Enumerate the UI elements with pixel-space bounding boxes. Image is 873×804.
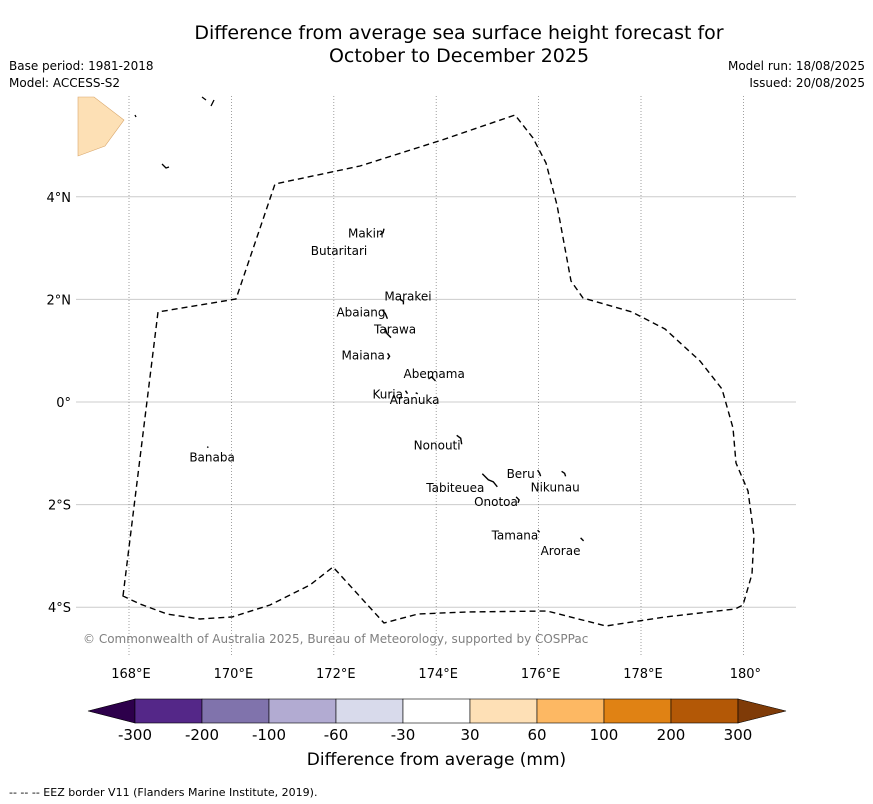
- axis-labels: 4°N 2°N 0° 2°S 4°S 168°E 170°E 172°E 174°E 176°E 1…: [47, 191, 762, 682]
- coast-top-3: [134, 114, 137, 118]
- colorbar-extend-high: [737, 698, 787, 724]
- coastlines: [134, 96, 215, 169]
- island-shape: [515, 496, 520, 504]
- island-label: Maiana: [342, 348, 385, 362]
- issued-date: Issued: 20/08/2025: [749, 76, 865, 90]
- lon-tick-label: 168°E: [111, 667, 151, 682]
- colorbar-tick-label: 300: [724, 726, 753, 744]
- eez-border: [122, 114, 755, 627]
- meta-right: Model run: 18/08/2025 Issued: 20/08/2025: [728, 58, 865, 92]
- colorbar-bin: [402, 698, 471, 724]
- colorbar-bin: [670, 698, 739, 724]
- island-shape: [537, 469, 542, 477]
- island-label: Abaiang: [336, 306, 385, 320]
- island-shape: [379, 228, 385, 236]
- island-shape: [456, 434, 463, 445]
- lon-tick-label: 178°E: [623, 667, 663, 682]
- lat-tick-label: 4°N: [47, 191, 72, 206]
- lat-tick-label: 0°: [56, 396, 71, 411]
- coast-top-4: [161, 163, 170, 169]
- colorbar-bin: [536, 698, 605, 724]
- title-line-2: October to December 2025: [328, 45, 590, 67]
- colorbar-bin: [134, 698, 203, 724]
- colorbar-tick-label: 200: [657, 726, 686, 744]
- lat-tick-label: 2°S: [48, 499, 71, 514]
- island-shape: [206, 446, 209, 449]
- colorbar-label: Difference from average (mm): [306, 750, 567, 770]
- title-line-1: Difference from average sea surface heig…: [194, 22, 724, 44]
- lon-tick-label: 170°E: [214, 667, 254, 682]
- colorbar: -300 -200 -100 -60 -30 30 60 100 200 300: [87, 698, 787, 744]
- lon-tick-label: 176°E: [521, 667, 561, 682]
- island-label: Marakei: [384, 289, 431, 303]
- island-label: Banaba: [189, 451, 235, 465]
- colorbar-extend-low: [87, 698, 136, 724]
- coast-top-2: [210, 99, 215, 107]
- colorbar-bin: [268, 698, 337, 724]
- lat-tick-label: 4°S: [48, 601, 71, 616]
- island-shape: [481, 473, 498, 488]
- colorbar-tick-label: -300: [118, 726, 152, 744]
- island-label: Tarawa: [373, 323, 416, 337]
- colorbar-tick-label: -200: [185, 726, 219, 744]
- model-name: Model: ACCESS-S2: [9, 76, 121, 90]
- colorbar-bin: [603, 698, 672, 724]
- island-shape: [580, 537, 585, 542]
- lon-tick-label: 172°E: [316, 667, 356, 682]
- meta-left: Base period: 1981-2018 Model: ACCESS-S2: [9, 58, 154, 92]
- island-shape: [384, 327, 392, 339]
- model-run: Model run: 18/08/2025: [727, 59, 865, 73]
- colorbar-bin: [469, 698, 538, 724]
- island-shape: [537, 529, 541, 533]
- island-shape: [404, 390, 409, 395]
- island-label: Tamana: [491, 528, 539, 542]
- island-label: Butaritari: [311, 244, 368, 258]
- island-shape: [428, 375, 436, 382]
- island-label: Kuria: [372, 388, 403, 402]
- coast-top-1: [201, 96, 207, 101]
- colorbar-tick-label: -30: [391, 726, 416, 744]
- island-label: Nonouti: [414, 438, 461, 452]
- island-shape: [415, 392, 419, 395]
- map-title: Difference from average sea surface heig…: [0, 22, 873, 68]
- colorbar-tick-label: -100: [252, 726, 286, 744]
- island-label: Arorae: [541, 544, 581, 558]
- base-period: Base period: 1981-2018: [9, 59, 154, 73]
- anomaly-patch: [77, 96, 125, 157]
- island-shape: [381, 309, 389, 319]
- island-label: Tabiteuea: [425, 481, 484, 495]
- island-label: Abemama: [404, 367, 465, 381]
- island-label: Beru: [507, 467, 535, 481]
- copyright-credit: © Commonwealth of Australia 2025, Bureau…: [83, 632, 589, 646]
- island-label: Makin: [348, 227, 384, 241]
- island-label: Nikunau: [531, 480, 580, 494]
- lat-tick-label: 2°N: [47, 293, 72, 308]
- colorbar-tick-label: 100: [590, 726, 619, 744]
- island-shape: [561, 470, 567, 477]
- colorbar-tick-label: 60: [527, 726, 546, 744]
- gridlines: [76, 96, 796, 657]
- island-shape: [387, 352, 391, 360]
- colorbar-tick-label: -60: [324, 726, 349, 744]
- island-shape: [400, 298, 405, 305]
- colorbar-bin: [335, 698, 404, 724]
- lon-tick-label: 180°: [730, 667, 761, 682]
- colorbar-bin: [201, 698, 270, 724]
- lon-tick-label: 174°E: [418, 667, 458, 682]
- colorbar-tick-label: 30: [460, 726, 479, 744]
- island-label: Aranuka: [390, 393, 440, 407]
- island-label: Onotoa: [474, 495, 518, 509]
- island-layer: Makin Butaritari Marakei Abaiang Tarawa Maian…: [189, 227, 585, 558]
- eez-footnote: -- -- -- EEZ border V11 (Flanders Marine…: [9, 786, 318, 799]
